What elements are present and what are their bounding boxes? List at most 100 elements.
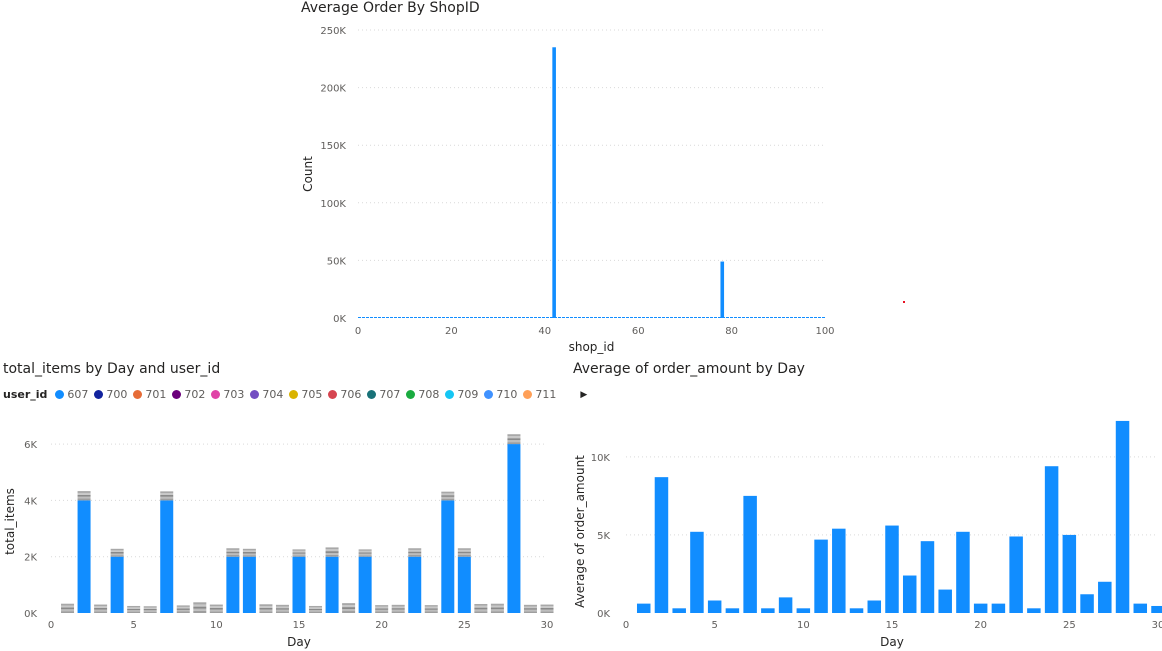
bar-segment-other — [226, 555, 240, 557]
chart2-svg[interactable]: 0K 2K 4K 6K 0 5 10 15 20 25 30 Day total_items — [0, 400, 565, 651]
bar-segment-other — [275, 608, 289, 610]
legend-dot-icon — [367, 390, 377, 399]
bar-segment-other — [110, 551, 124, 554]
bar-segment-other — [292, 555, 306, 557]
bar-segment-other — [193, 602, 207, 605]
bar-segment-other — [61, 607, 75, 610]
bar — [743, 495, 757, 613]
bar — [725, 608, 740, 613]
bar-segment-607 — [408, 556, 422, 613]
bar-segment-other — [523, 609, 537, 612]
bar-segment-other — [375, 605, 389, 607]
legend-item[interactable]: 709 — [445, 388, 478, 401]
bar — [636, 603, 651, 613]
bar-segment-other — [391, 609, 405, 612]
bar — [991, 603, 1006, 613]
bar-segment-other — [226, 553, 240, 556]
bar — [796, 608, 811, 613]
bar-segment-other — [408, 549, 422, 552]
legend-item[interactable]: 703 — [211, 388, 244, 401]
y-axis-label: total_items — [3, 488, 17, 555]
chart3-svg[interactable]: 0K 5K 10K 0 5 10 15 20 25 30 Day Average of order_a… — [565, 400, 1162, 651]
bar-segment-other — [309, 611, 323, 613]
y-tick-label: 2K — [24, 553, 37, 564]
bar-segment-other — [176, 611, 190, 613]
bar-segment-other — [457, 555, 471, 557]
bar-segment-other — [127, 608, 141, 611]
bar — [938, 589, 952, 613]
bar-segment-other — [94, 604, 108, 607]
legend-item[interactable]: 710 — [484, 388, 517, 401]
legend-item[interactable]: 701 — [133, 388, 166, 401]
bar-segment-other — [441, 496, 455, 499]
bar-segment-other — [490, 603, 504, 606]
bar-segment-other — [61, 611, 75, 613]
bar-segment-607 — [325, 556, 339, 613]
bar-segment-other — [110, 555, 124, 557]
bar-segment-other — [325, 549, 339, 552]
bar-segment-other — [375, 606, 389, 609]
bar-segment-other — [358, 550, 372, 553]
legend-dot-icon — [328, 390, 338, 399]
chart1-title: Average Order By ShopID — [301, 0, 480, 16]
x-tick-label: 20 — [445, 326, 458, 337]
bar — [1115, 420, 1130, 613]
chart1-svg[interactable]: 0K 50K 100K 150K 200K 250K 0 20 40 60 80 100 shop_id… — [0, 0, 1162, 360]
bar-segment-other — [540, 607, 554, 610]
legend-label: 707 — [379, 388, 401, 401]
bar-segment-other — [259, 611, 273, 613]
bar-segment-607 — [242, 556, 256, 613]
legend-label: 709 — [457, 388, 479, 401]
legend-item[interactable]: 708 — [406, 388, 439, 401]
legend-label: 701 — [145, 388, 167, 401]
legend-next-arrow-icon[interactable]: ▶ — [580, 389, 588, 400]
bar-segment-other — [408, 553, 422, 556]
bar-segment-other — [160, 491, 174, 494]
bar-segment-other — [325, 551, 339, 553]
bar — [1009, 536, 1023, 613]
bar-segment-other — [242, 550, 256, 552]
legend-item[interactable]: 707 — [367, 388, 400, 401]
bar — [690, 531, 704, 613]
bar-segment-other — [424, 606, 438, 609]
bar — [1062, 534, 1077, 613]
bar — [1151, 605, 1162, 613]
bar-segment-other — [77, 492, 91, 495]
bar-segment-other — [309, 610, 323, 612]
x-tick-label: 0 — [623, 620, 629, 631]
legend-item[interactable]: 700 — [94, 388, 127, 401]
x-tick-label: 5 — [711, 620, 717, 631]
bar-segment-other — [457, 553, 471, 556]
legend-dot-icon — [523, 390, 533, 399]
legend-dot-icon — [484, 390, 494, 399]
bar-segment-other — [474, 605, 488, 608]
legend-item[interactable]: 607 — [55, 388, 88, 401]
bar-segment-other — [507, 434, 521, 437]
bar-segment-other — [259, 606, 273, 608]
bar-segment-607 — [160, 500, 174, 613]
bar-segment-other — [391, 611, 405, 613]
legend-item[interactable]: 702 — [172, 388, 205, 401]
bar-segment-607 — [226, 556, 240, 613]
bar-segment-other — [127, 610, 141, 612]
chart3-title: Average of order_amount by Day — [573, 361, 805, 377]
bar-segment-other — [292, 553, 306, 556]
legend-item[interactable]: 704 — [250, 388, 283, 401]
legend-item[interactable]: 705 — [289, 388, 322, 401]
bar-segment-other — [110, 553, 124, 556]
legend-item[interactable]: 706 — [328, 388, 361, 401]
x-tick-label: 40 — [538, 326, 551, 337]
bar — [761, 608, 775, 613]
bar-segment-other — [540, 611, 554, 613]
x-tick-label: 10 — [797, 620, 810, 631]
bar-segment-other — [424, 611, 438, 613]
bar-segment-other — [176, 605, 190, 607]
red-marker — [903, 301, 905, 303]
bar-segment-other — [457, 551, 471, 554]
legend-item[interactable]: 711 — [523, 388, 556, 401]
bar-segment-other — [160, 494, 174, 497]
bar-segment-other — [193, 606, 207, 609]
bar-segment-other — [292, 552, 306, 554]
bar-segment-other — [523, 608, 537, 610]
x-tick-label: 25 — [1063, 620, 1076, 631]
